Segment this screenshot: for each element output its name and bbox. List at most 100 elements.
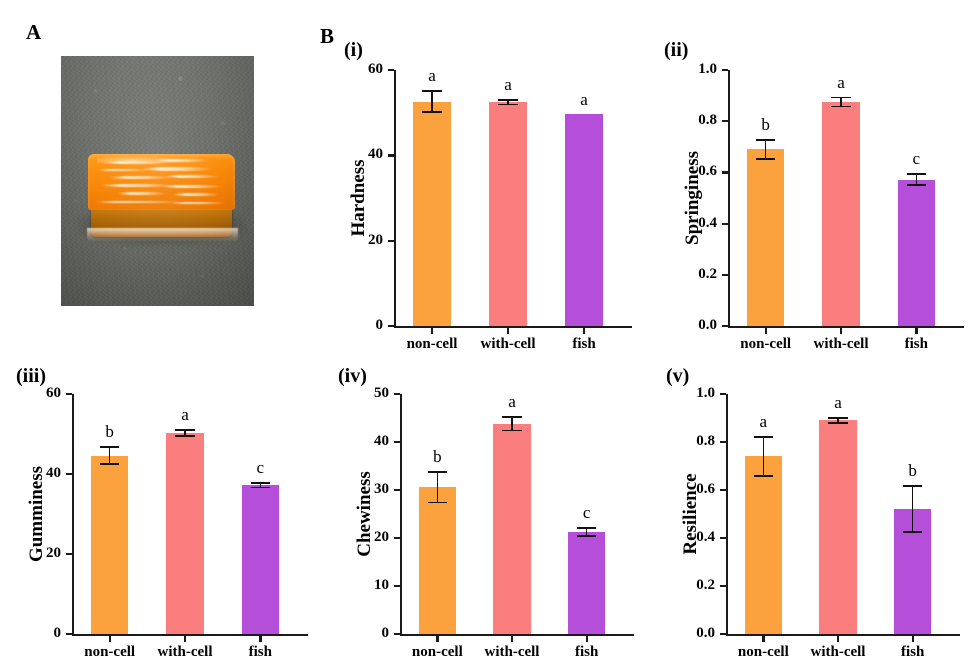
error-bar-cap-lower (831, 105, 851, 108)
bar-with-cell (822, 102, 860, 326)
y-axis-tick-label: 0.2 (698, 265, 717, 282)
error-bar-cap-upper (576, 527, 597, 530)
panel-roman-label: (ii) (664, 39, 689, 61)
y-axis-tick (388, 325, 394, 328)
significance-letter: a (504, 75, 512, 95)
y-axis-tick (388, 154, 394, 157)
x-axis-tick (436, 636, 439, 642)
error-bar-cap-lower (502, 429, 522, 432)
y-axis-tick (722, 273, 728, 276)
chart-panel-iv: (iv) 0 10 20 30 40 50 non-cell b with-cell a fish c C… (330, 356, 652, 660)
bar-with-cell (493, 423, 531, 634)
y-axis-line (726, 394, 729, 634)
x-axis-tick (764, 328, 767, 334)
x-axis-tick-label: fish (904, 336, 928, 352)
x-axis-line (394, 326, 632, 329)
y-axis-title: Gumminess (26, 465, 47, 563)
bar-with-cell (489, 102, 527, 326)
chart-panel-v: (v) 0.0 0.2 0.4 0.6 0.8 1.0 non-cell a with-cell a… (654, 356, 978, 660)
error-bar-stem (507, 99, 509, 106)
error-bar-cap-lower (906, 184, 927, 186)
y-axis-title: Hardness (348, 159, 369, 237)
x-axis-tick-label: fish (900, 644, 925, 660)
y-axis-tick-label: 0.6 (696, 481, 715, 497)
error-bar-stem (585, 527, 588, 538)
error-bar-cap-lower (828, 422, 848, 424)
error-bar-stem (764, 139, 767, 160)
error-bar-cap-lower (902, 531, 923, 534)
x-axis-tick (108, 636, 111, 642)
y-axis-tick (720, 585, 726, 588)
error-bar-cap-upper (831, 96, 851, 99)
significance-letter: c (256, 458, 265, 477)
gel-specular-highlight (96, 155, 185, 165)
error-bar-cap-lower (576, 535, 597, 538)
y-axis-tick (722, 325, 728, 328)
y-axis-tick (394, 393, 400, 396)
significance-letter: a (508, 392, 516, 412)
error-bar-cap-upper (502, 416, 522, 418)
x-axis-tick-label: with-cell (810, 644, 866, 660)
y-axis-tick-label: 1.0 (698, 61, 717, 77)
x-axis-tick (511, 636, 514, 642)
y-axis-tick (388, 69, 394, 72)
x-axis-tick-label: non-cell (411, 644, 463, 660)
gel-base-rim (86, 228, 238, 242)
significance-letter: b (761, 115, 770, 135)
significance-letter: a (837, 72, 845, 92)
x-axis-tick (431, 328, 434, 334)
y-axis-tick-label: 20 (374, 529, 389, 545)
y-axis-tick (66, 633, 72, 636)
y-axis-tick-label: 40 (368, 146, 383, 163)
error-bar-stem (431, 90, 433, 113)
bar-with-cell (166, 433, 204, 634)
y-axis-tick-label: 0.0 (696, 625, 715, 641)
y-axis-title: Springiness (682, 151, 703, 245)
y-axis-tick (720, 537, 726, 540)
x-axis-tick-label: non-cell (406, 336, 458, 352)
y-axis-tick-label: 10 (374, 577, 389, 593)
x-axis-tick (583, 328, 586, 334)
significance-letter: b (105, 422, 114, 441)
y-axis-title: Chewiness (354, 471, 375, 557)
y-axis-tick (722, 222, 728, 225)
error-bar-cap-upper (828, 416, 848, 419)
bar-non-cell (418, 487, 456, 634)
x-axis-tick-label: with-cell (480, 336, 536, 352)
y-axis-tick-label: 0.2 (696, 577, 715, 593)
error-bar-stem (184, 429, 186, 438)
error-bar-cap-upper (99, 446, 120, 448)
error-bar-cap-lower (250, 486, 271, 489)
x-axis-tick-label: with-cell (484, 644, 540, 660)
x-axis-tick-label: with-cell (157, 644, 213, 660)
significance-letter: a (580, 89, 588, 109)
x-axis-tick (840, 328, 843, 334)
significance-letter: b (908, 461, 917, 481)
x-axis-tick-label: non-cell (737, 644, 789, 660)
y-axis-tick (722, 171, 728, 174)
error-bar-stem (840, 96, 842, 108)
x-axis-tick (837, 636, 840, 642)
y-axis-tick-label: 1.0 (696, 385, 715, 401)
bar-with-cell (819, 420, 857, 634)
x-axis-tick-label: with-cell (813, 336, 869, 352)
plot-area: 0 10 20 30 40 50 non-cell b with-cell a fish c (374, 386, 634, 660)
error-bar-stem (511, 416, 513, 432)
panel-roman-label: (i) (344, 39, 363, 61)
y-axis-tick-label: 0.8 (698, 112, 717, 129)
plot-area: 0 20 40 60 non-cell a with-cell a fish a (368, 62, 632, 352)
y-axis-tick-label: 40 (46, 465, 61, 481)
y-axis-tick (720, 633, 726, 636)
y-axis-tick-label: 30 (374, 481, 389, 497)
y-axis-line (394, 70, 397, 326)
y-axis-tick (720, 441, 726, 444)
x-axis-tick (507, 328, 510, 334)
error-bar-cap-upper (902, 485, 923, 487)
chart-panel-iii: (iii) 0 20 40 60 non-cell b with-cell a fish c Gumm… (4, 356, 326, 660)
y-axis-tick-label: 60 (46, 385, 61, 401)
error-bar-cap-lower (427, 501, 448, 504)
chart-panel-i: (i) 0 20 40 60 non-cell a with-cell a fish a Hardne… (330, 26, 648, 358)
y-axis-tick-label: 0 (381, 625, 390, 641)
y-axis-tick-label: 0 (53, 625, 62, 641)
x-axis-line (726, 634, 960, 637)
